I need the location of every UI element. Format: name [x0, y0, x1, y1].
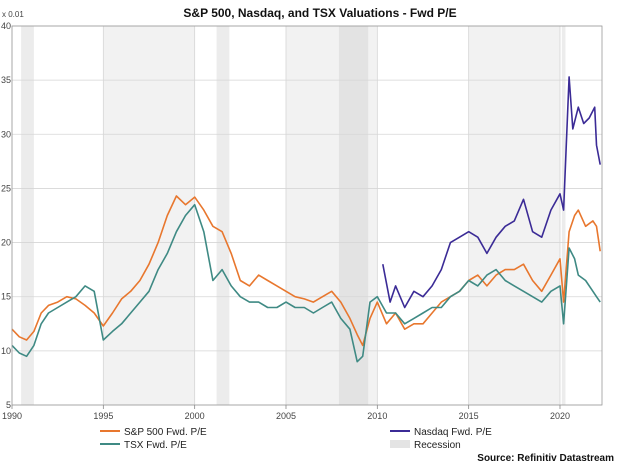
series-line-0 — [11, 195, 601, 347]
shaded-bands — [103, 26, 560, 405]
recession-band-1 — [216, 26, 230, 405]
x-tick-label: 2005 — [276, 411, 296, 421]
legend-label-1: TSX Fwd. P/E — [124, 440, 187, 451]
y-axis-ticks: 5 10 15 20 25 30 35 40 — [1, 21, 11, 410]
y-tick-label: 30 — [1, 129, 11, 139]
y-tick-label: 35 — [1, 75, 11, 85]
series-line-1 — [11, 203, 601, 363]
plot-frame — [11, 25, 603, 406]
legend: S&P 500 Fwd. P/E TSX Fwd. P/E Nasdaq Fwd. … — [100, 427, 492, 451]
legend-label-2: Nasdaq Fwd. P/E — [414, 427, 492, 438]
x-tick-label: 1995 — [93, 411, 113, 421]
series-line-2 — [382, 76, 601, 309]
y-tick-label: 10 — [1, 346, 11, 356]
source-note: Source: Refinitiv Datastream — [477, 453, 614, 464]
x-tick-label: 2020 — [550, 411, 570, 421]
x-axis-ticks: 1990 1995 2000 2005 2010 2015 2020 — [2, 405, 570, 421]
y-axis-unit-label: x 0.01 — [2, 10, 24, 19]
legend-label-3: Recession — [414, 440, 461, 451]
shaded-band-0 — [103, 26, 195, 405]
legend-swatch-3 — [390, 440, 410, 448]
y-tick-label: 25 — [1, 183, 11, 193]
x-tick-label: 2015 — [459, 411, 479, 421]
recession-band-0 — [21, 26, 34, 405]
legend-label-0: S&P 500 Fwd. P/E — [124, 427, 207, 438]
x-tick-label: 2000 — [185, 411, 205, 421]
chart-title: S&P 500, Nasdaq, and TSX Valuations - Fw… — [183, 6, 456, 20]
recession-band-3 — [561, 26, 566, 405]
x-tick-label: 1990 — [2, 411, 22, 421]
series-lines — [11, 76, 601, 363]
x-tick-label: 2010 — [367, 411, 387, 421]
shaded-band-2 — [468, 26, 560, 405]
shaded-band-1 — [285, 26, 378, 405]
y-tick-label: 15 — [1, 292, 11, 302]
y-tick-label: 20 — [1, 238, 11, 248]
y-tick-label: 5 — [6, 400, 11, 410]
y-tick-label: 40 — [1, 21, 11, 31]
